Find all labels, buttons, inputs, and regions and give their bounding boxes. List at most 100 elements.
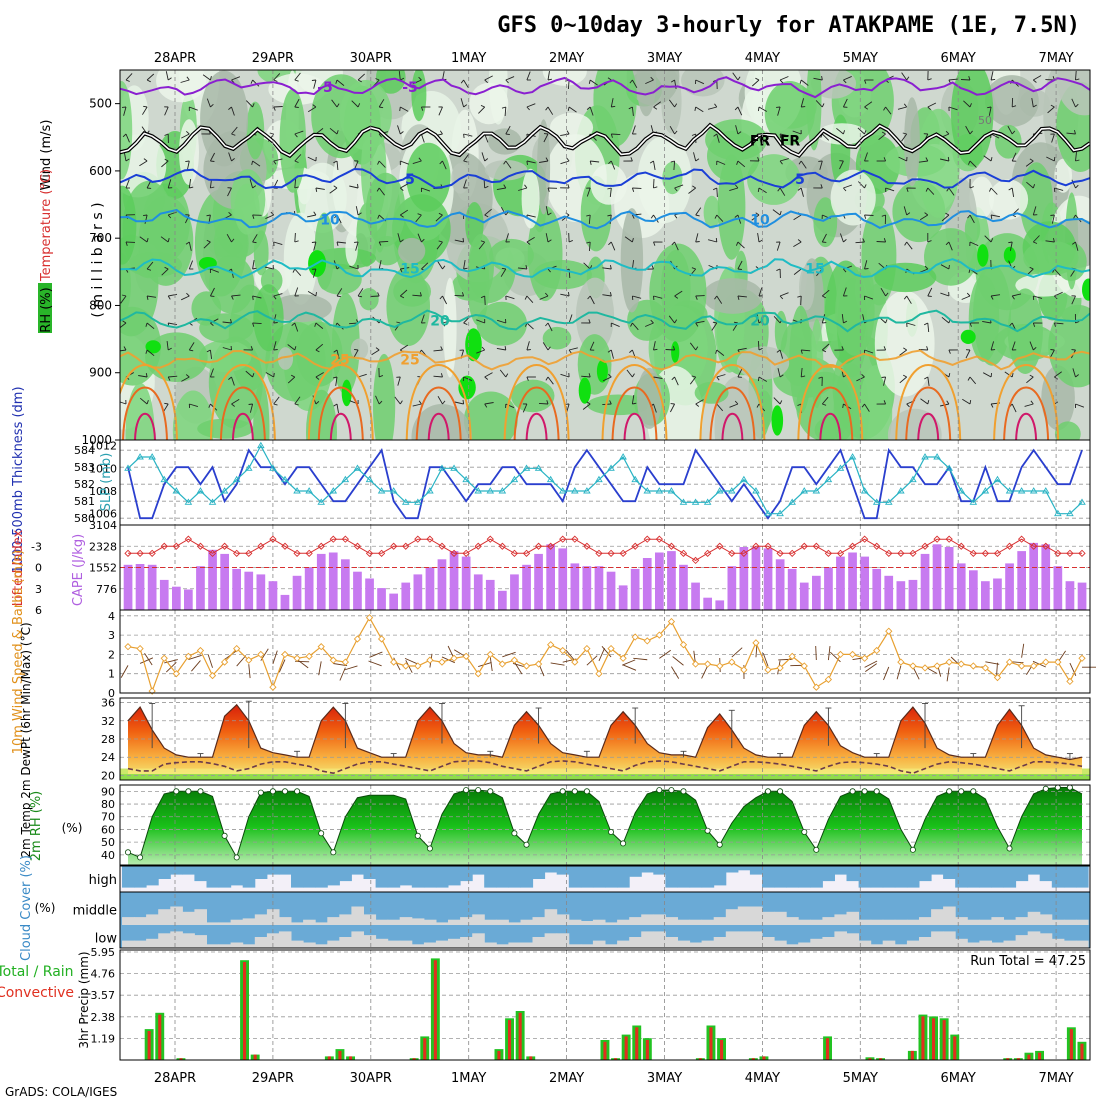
- wind-barb-flag: [967, 214, 971, 219]
- wind-barb: [800, 79, 809, 86]
- wind-barb: [463, 376, 473, 382]
- wind-barb-flag: [715, 349, 718, 354]
- wind-barb-flag: [861, 403, 865, 408]
- wind-barb-flag: [906, 187, 909, 192]
- cape-bar: [630, 568, 640, 610]
- wind-barb: [398, 71, 401, 81]
- rh-high-patch: [771, 405, 784, 436]
- wind-barb: [265, 372, 274, 378]
- cloud-gap-bar: [242, 918, 256, 925]
- cloud-high-bar: [605, 866, 618, 888]
- precip-tick-label: 2.38: [91, 1011, 116, 1024]
- date-label-top: 1MAY: [451, 51, 486, 66]
- wind-barb-flag: [757, 106, 760, 112]
- cloud-gap-bar: [617, 919, 630, 925]
- li-marker: [208, 549, 217, 557]
- wind-barb-flag: [1075, 321, 1080, 324]
- rh-marker: [197, 788, 204, 795]
- panel-frame: [119, 697, 1091, 781]
- isotherm-25-dome: [895, 364, 962, 440]
- wind-barb: [505, 295, 515, 300]
- wind-barb: [545, 206, 549, 216]
- rh-unit-label: (%): [62, 821, 83, 835]
- wind-speed-marker: [293, 654, 301, 662]
- wind-barb: [209, 349, 213, 359]
- cloud-gap-bar: [713, 917, 727, 925]
- wind-barb: [144, 652, 153, 666]
- wind-barb-flag: [231, 238, 235, 243]
- wind-barb: [671, 666, 680, 679]
- li-marker: [462, 549, 470, 557]
- wind-barb-flag: [122, 320, 127, 324]
- wind-barb: [901, 133, 908, 142]
- wind-barb: [865, 663, 877, 672]
- wind-barb: [695, 79, 705, 85]
- wind-barb: [1071, 98, 1076, 108]
- wind-barb-flag: [609, 291, 612, 297]
- wind-barb: [400, 106, 409, 112]
- wind-barb: [438, 106, 443, 116]
- wind-barb-flag: [125, 241, 128, 246]
- cape-bar: [932, 544, 942, 610]
- wind-barb-flag: [439, 130, 443, 135]
- li-marker: [402, 542, 410, 550]
- cape-tick-label: 1552: [89, 562, 117, 575]
- wind-barb-flag: [125, 79, 130, 82]
- wind-barb-flag: [713, 133, 718, 137]
- rh-patch: [988, 179, 1029, 220]
- wind-barb-flag: [798, 160, 802, 165]
- thickness-tick-label: 580: [74, 512, 95, 525]
- cape-bar: [1041, 544, 1051, 610]
- wind-barb-flag: [1030, 400, 1034, 405]
- wind-barb: [294, 154, 302, 162]
- slp-marker: [196, 487, 205, 494]
- li-marker: [607, 549, 615, 557]
- wind-barb-flag: [1011, 372, 1014, 378]
- wind-barb-flag: [776, 268, 781, 272]
- wind-barb-flag: [463, 267, 468, 270]
- wind-barb: [631, 260, 635, 270]
- wind-barb: [412, 403, 422, 407]
- wind-barb-flag: [903, 295, 908, 300]
- li-marker: [377, 549, 386, 557]
- wind-barb-flag: [439, 160, 443, 165]
- slp-marker: [909, 475, 917, 483]
- slp-marker: [667, 487, 676, 494]
- wind-barb-flag: [945, 130, 950, 135]
- wind-barb: [294, 322, 299, 332]
- wind-barb: [484, 402, 494, 405]
- wind-barb: [653, 178, 655, 189]
- wind-barb-flag: [167, 214, 172, 219]
- cloud-gap-bar: [677, 919, 691, 925]
- wind-barb-flag: [674, 103, 678, 108]
- cloud-gap-bar: [351, 931, 364, 948]
- cloud-high-bar: [158, 866, 171, 879]
- wind-barb: [611, 133, 621, 136]
- cloud-gap-bar: [363, 935, 377, 948]
- slp-tick-label: 1010: [89, 462, 117, 475]
- cloud-gap-bar: [894, 944, 908, 948]
- rh-patch: [521, 168, 540, 229]
- slp-marker: [957, 487, 966, 494]
- li-marker: [679, 549, 688, 557]
- wind-barb-flag: [695, 158, 700, 162]
- precip-conv-bar: [762, 1056, 766, 1060]
- li-marker: [848, 542, 857, 550]
- isotherm-label: FR: [750, 134, 771, 150]
- wind-barb-flag: [588, 373, 591, 378]
- wind-barb-flag: [587, 295, 591, 300]
- rh-patch: [145, 332, 208, 383]
- li-marker: [281, 542, 289, 550]
- wind-barb: [590, 160, 600, 163]
- wind-barb: [737, 295, 747, 298]
- wind-barb-flag: [547, 346, 551, 351]
- wind-speed-marker: [438, 658, 446, 666]
- wind-barb-flag: [501, 267, 506, 270]
- cape-bar: [256, 574, 266, 610]
- wind-barb-flag: [757, 376, 760, 382]
- cloud-gap-bar: [182, 911, 195, 925]
- wind-barb-flag: [948, 372, 951, 378]
- wind-barb: [273, 106, 283, 108]
- wind-speed-marker: [704, 660, 712, 668]
